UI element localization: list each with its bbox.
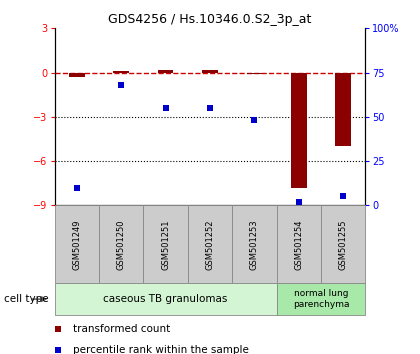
Bar [55, 283, 277, 315]
Bar [69, 73, 84, 77]
Bar [321, 205, 365, 283]
Text: GSM501251: GSM501251 [161, 219, 170, 269]
Text: caseous TB granulomas: caseous TB granulomas [103, 294, 228, 304]
Bar [291, 73, 307, 188]
Text: GSM501252: GSM501252 [205, 219, 215, 269]
Bar [202, 70, 218, 73]
Bar [232, 205, 277, 283]
Title: GDS4256 / Hs.10346.0.S2_3p_at: GDS4256 / Hs.10346.0.S2_3p_at [108, 13, 312, 26]
Bar [113, 71, 129, 73]
Bar [188, 205, 232, 283]
Bar [277, 283, 365, 315]
Bar [55, 205, 99, 283]
Text: GSM501249: GSM501249 [72, 219, 81, 269]
Bar [277, 205, 321, 283]
Bar [336, 73, 351, 146]
Text: percentile rank within the sample: percentile rank within the sample [73, 346, 249, 354]
Bar [158, 70, 173, 73]
Text: GSM501254: GSM501254 [294, 219, 303, 269]
Text: GSM501255: GSM501255 [339, 219, 348, 269]
Text: cell type: cell type [4, 294, 49, 304]
Text: transformed count: transformed count [73, 324, 171, 334]
Bar [143, 205, 188, 283]
Text: normal lung
parenchyma: normal lung parenchyma [293, 290, 349, 309]
Bar [247, 73, 262, 74]
Text: GSM501250: GSM501250 [117, 219, 126, 269]
Text: GSM501253: GSM501253 [250, 219, 259, 270]
Bar [99, 205, 143, 283]
